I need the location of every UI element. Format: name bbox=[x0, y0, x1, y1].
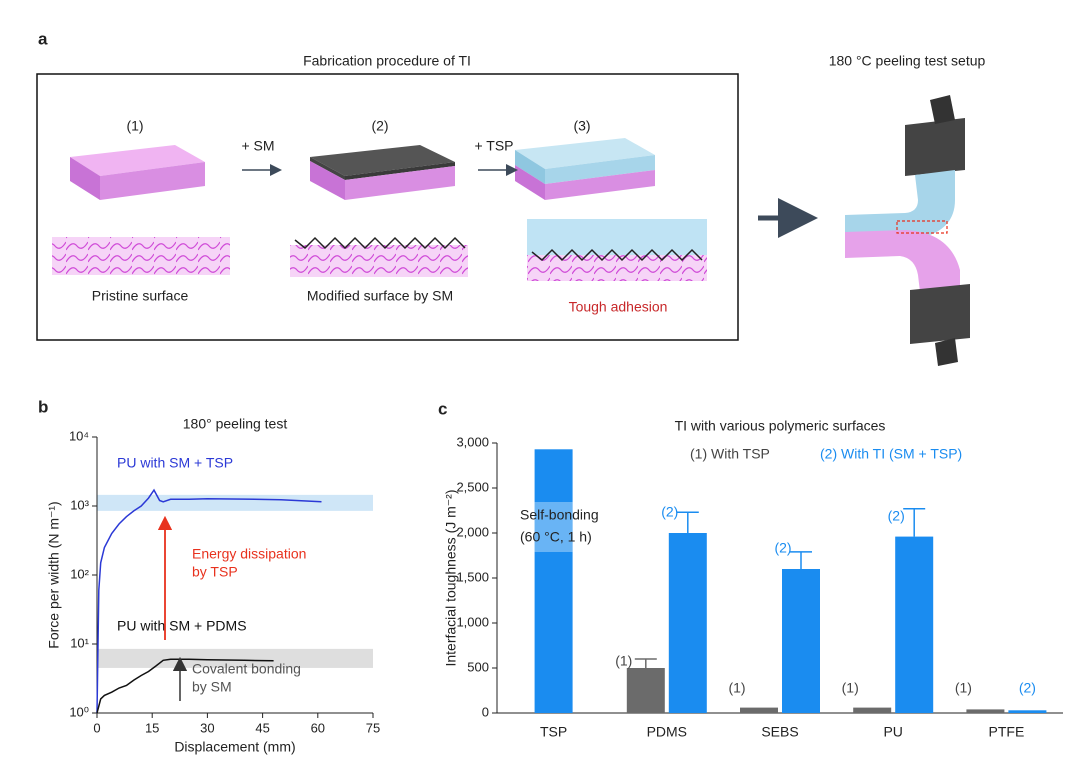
panel-letter: c bbox=[438, 399, 447, 418]
annotation: Energy dissipation bbox=[192, 546, 306, 562]
annotation-box bbox=[534, 502, 573, 552]
y-tick-label: 10⁰ bbox=[69, 704, 89, 719]
legend-entry: (2) With TI (SM + TSP) bbox=[820, 446, 962, 462]
x-tick-label: 15 bbox=[145, 720, 159, 735]
step-label: (3) bbox=[573, 118, 590, 134]
sm-molecules bbox=[531, 248, 703, 262]
bar-label: (2) bbox=[888, 507, 905, 523]
bar bbox=[782, 569, 820, 713]
bar-label: (1) bbox=[728, 680, 745, 696]
x-tick-label: 75 bbox=[366, 720, 380, 735]
y-tick-label: 1,500 bbox=[456, 569, 489, 584]
bar bbox=[853, 707, 892, 713]
setup-title: 180 °C peeling test setup bbox=[829, 53, 986, 69]
panel-title: Fabrication procedure of TI bbox=[303, 53, 471, 69]
step-label: (1) bbox=[126, 118, 143, 134]
band bbox=[97, 648, 373, 668]
bar-label: (1) bbox=[615, 653, 632, 669]
panel-letter: b bbox=[38, 397, 48, 416]
slab-3 bbox=[515, 138, 655, 200]
series-label: PU with SM + TSP bbox=[117, 455, 233, 471]
x-tick-label: 30 bbox=[200, 720, 214, 735]
chart-title: 180° peeling test bbox=[183, 416, 288, 432]
x-tick-label: PDMS bbox=[647, 724, 687, 740]
y-tick-label: 500 bbox=[467, 659, 489, 674]
bar bbox=[534, 449, 573, 713]
bar-label: (1) bbox=[842, 680, 859, 696]
slab-2 bbox=[310, 145, 455, 200]
series-line bbox=[96, 658, 274, 714]
annotation: by TSP bbox=[192, 564, 238, 580]
x-axis-label: Displacement (mm) bbox=[174, 739, 295, 755]
tsp-layer bbox=[527, 219, 707, 255]
arrow-label: + SM bbox=[241, 138, 274, 154]
bar bbox=[1008, 710, 1047, 713]
y-tick-label: 3,000 bbox=[456, 434, 489, 449]
annotation: Covalent bonding bbox=[192, 661, 301, 677]
sm-molecules bbox=[294, 236, 466, 250]
arrow-label: + TSP bbox=[474, 138, 513, 154]
y-tick-label: 10⁴ bbox=[69, 428, 89, 443]
bar-label: (1) bbox=[955, 680, 972, 696]
chains bbox=[290, 245, 468, 277]
legend-entry: (1) With TSP bbox=[690, 446, 770, 462]
x-tick-label: 0 bbox=[93, 720, 100, 735]
band bbox=[97, 494, 373, 511]
chart-title: TI with various polymeric surfaces bbox=[675, 418, 886, 434]
bar bbox=[668, 533, 707, 713]
bar-label: (2) bbox=[774, 540, 791, 556]
panel-letter: a bbox=[38, 29, 48, 48]
y-axis-label: Force per width (N m⁻¹) bbox=[46, 501, 62, 648]
x-tick-label: TSP bbox=[540, 724, 567, 740]
bar-label: (2) bbox=[1019, 680, 1036, 696]
annotation: (60 °C, 1 h) bbox=[520, 529, 592, 545]
annotation: by SM bbox=[192, 679, 232, 695]
chains bbox=[527, 255, 707, 281]
y-tick-label: 1,000 bbox=[456, 614, 489, 629]
slab-1 bbox=[70, 145, 205, 200]
peel-setup bbox=[845, 95, 970, 366]
x-tick-label: 60 bbox=[311, 720, 325, 735]
y-tick-label: 10¹ bbox=[70, 635, 89, 650]
y-axis-label: Interfacial toughness (J m⁻²) bbox=[443, 489, 459, 666]
x-tick-label: PTFE bbox=[989, 724, 1025, 740]
y-tick-label: 0 bbox=[482, 704, 489, 719]
bar bbox=[626, 668, 665, 713]
caption: Modified surface by SM bbox=[307, 288, 453, 304]
caption: Pristine surface bbox=[92, 288, 189, 304]
x-tick-label: PU bbox=[883, 724, 902, 740]
bar bbox=[895, 536, 934, 713]
bar bbox=[966, 709, 1005, 713]
annotation: Self-bonding bbox=[520, 507, 599, 523]
procedure-box bbox=[36, 73, 739, 341]
y-tick-label: 2,500 bbox=[456, 479, 489, 494]
y-tick-label: 2,000 bbox=[456, 524, 489, 539]
series-line bbox=[96, 488, 322, 714]
bar bbox=[740, 707, 778, 713]
caption: Tough adhesion bbox=[569, 299, 668, 315]
bar-label: (2) bbox=[661, 504, 678, 520]
series-label: PU with SM + PDMS bbox=[117, 618, 247, 634]
x-tick-label: SEBS bbox=[761, 724, 798, 740]
x-tick-label: 45 bbox=[255, 720, 269, 735]
y-tick-label: 10³ bbox=[70, 497, 89, 512]
chains bbox=[52, 237, 230, 275]
step-label: (2) bbox=[371, 118, 388, 134]
y-tick-label: 10² bbox=[70, 566, 89, 581]
